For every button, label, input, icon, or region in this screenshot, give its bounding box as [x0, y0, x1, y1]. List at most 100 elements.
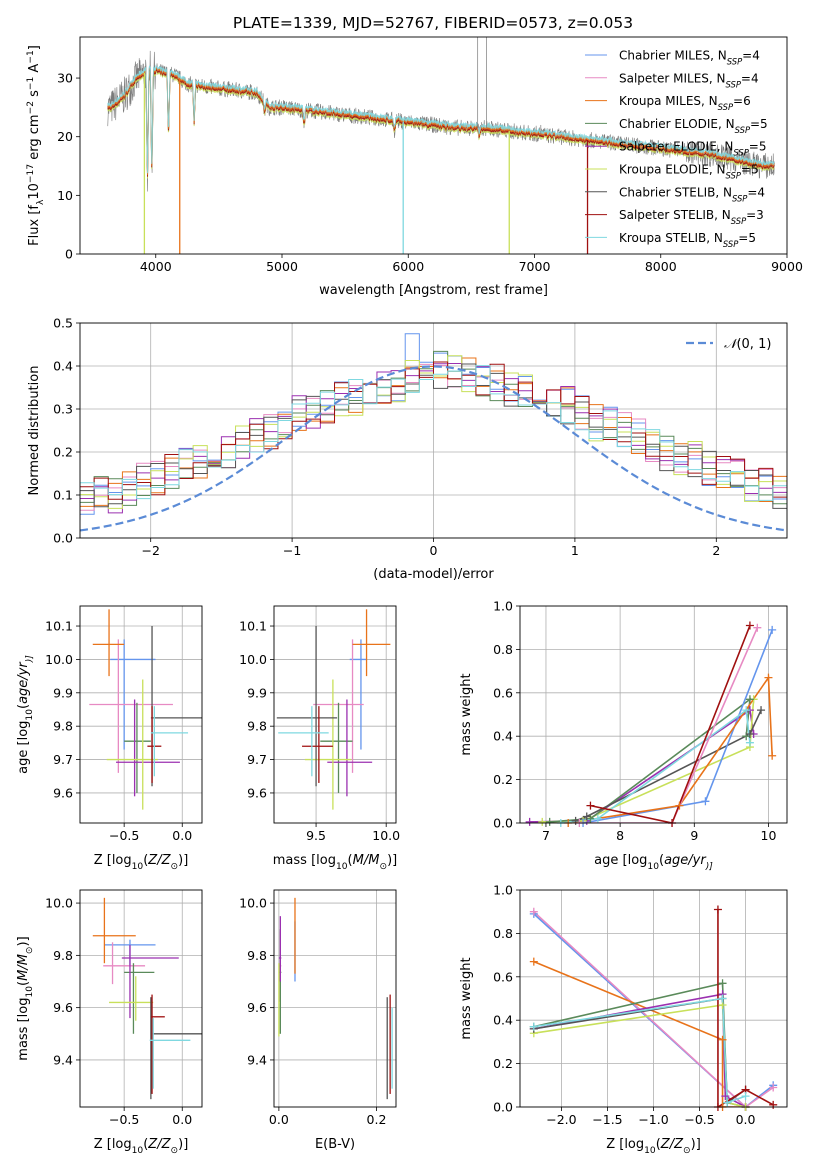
x-axis-label-part: 10	[336, 862, 348, 872]
spectrum-model-kroupa_stelib	[107, 64, 775, 174]
legend-label-kroupa_stelib-part: SSP	[723, 239, 739, 249]
x-axis-label-part: (	[659, 853, 664, 868]
y-axis-label-part: −2	[26, 101, 36, 114]
x-axis-label: Z [log10(Z/Z⊙)]	[94, 1137, 189, 1156]
y-tick-label: 30	[57, 71, 73, 86]
legend-label-salpeter_stelib-part: =3	[746, 208, 764, 222]
legend-label-salpeter_elodie-part: SSP	[733, 148, 749, 158]
y-axis-label-part: 10	[27, 183, 42, 200]
y-tick-label: 10.0	[239, 896, 267, 911]
legend-label-kroupa_miles-part: Kroupa MILES, N	[619, 94, 718, 108]
legend-label-chabrier_elodie-part: =5	[750, 117, 768, 131]
x-tick-label: 0.0	[736, 1112, 756, 1127]
point-marker-kroupa_elodie	[538, 817, 547, 826]
x-axis-label-part: ⊙	[379, 862, 387, 872]
legend-label-chabrier_miles-part: SSP	[727, 57, 743, 67]
y-tick-label: 0.2	[493, 1056, 513, 1071]
legend-label-salpeter_elodie-part: Salpeter ELODIE, N	[619, 140, 733, 154]
point-marker-kroupa_miles	[768, 751, 777, 760]
legend-label-normal-part: (0, 1)	[736, 337, 771, 352]
y-tick-label: 9.4	[53, 1052, 73, 1067]
y-tick-label: 9.8	[53, 948, 73, 963]
y-tick-label: 0.2	[493, 772, 513, 787]
y-tick-label: 9.6	[53, 785, 73, 800]
y-axis-label: Flux [fλ10−17 erg cm−2 s−1 A−1]	[26, 45, 46, 246]
x-axis-label-part: age/yr	[664, 853, 707, 868]
axes-frame	[519, 889, 788, 1108]
x-axis-label-part: M/M	[353, 853, 380, 868]
x-tick-label: 0.0	[172, 828, 192, 843]
point-marker-chabrier_stelib	[757, 706, 766, 715]
legend-label-kroupa_stelib-part: Kroupa STELIB, N	[619, 231, 723, 245]
x-tick-label: 9.5	[306, 828, 326, 843]
legend-label-normal: 𝒩(0, 1)	[724, 337, 771, 352]
legend-label-chabrier_elodie-part: Chabrier ELODIE, N	[619, 117, 735, 131]
y-tick-label: 9.4	[247, 1052, 267, 1067]
point-marker-chabrier_elodie	[718, 979, 727, 988]
x-axis-label-part: 10	[647, 862, 659, 872]
axes-frame	[273, 605, 397, 824]
y-axis-label-part: )]	[25, 655, 35, 664]
series-chabrier_stelib	[575, 709, 762, 822]
point-marker-kroupa_stelib	[718, 994, 727, 1003]
y-tick-label: 0.6	[493, 969, 513, 984]
x-axis-label-part: (	[656, 1137, 661, 1152]
point-marker-chabrier_elodie	[545, 817, 554, 826]
x-axis-label-part: ⊙	[171, 862, 179, 872]
series-salpeter_stelib	[590, 625, 751, 823]
axes-frame	[79, 322, 788, 539]
x-tick-label: 2	[712, 543, 720, 558]
legend-label-kroupa_stelib: Kroupa STELIB, NSSP=5	[619, 231, 756, 249]
y-tick-label: 10.1	[45, 619, 73, 634]
axes-frame	[273, 889, 397, 1108]
y-axis-label-part: λ	[36, 199, 46, 205]
x-tick-label: −1	[283, 543, 301, 558]
x-tick-label: −0.5	[109, 828, 139, 843]
legend-label-chabrier_stelib: Chabrier STELIB, NSSP=4	[619, 185, 765, 203]
y-axis-label-part: mass [log	[16, 998, 31, 1061]
series-chabrier_miles	[533, 913, 774, 1107]
x-tick-label: 9	[690, 828, 698, 843]
x-tick-label: 10.0	[372, 828, 400, 843]
histogram-salpeter_stelib	[80, 361, 787, 500]
x-tick-label: 7000	[519, 259, 551, 274]
legend-label-kroupa_miles-part: =6	[733, 94, 751, 108]
point-marker-kroupa_stelib	[742, 706, 751, 715]
y-tick-label: 9.6	[247, 785, 267, 800]
x-axis-label-part: 10	[132, 1146, 144, 1156]
x-axis-label: age [log10(age/yr)]	[594, 853, 713, 872]
y-tick-label: 0.4	[493, 1013, 513, 1028]
y-axis-label-part: erg cm	[27, 114, 42, 163]
x-tick-label: 1	[571, 543, 579, 558]
x-axis-label: E(B-V)	[315, 1137, 355, 1152]
panel-massweight_vs_Z: −2.0 −1.5 −1.0 −0.5 0.0 0.0 0.2 0.4 0.6 0.8 1.0 Z […	[459, 883, 788, 1156]
point-marker-chabrier_elodie	[745, 695, 754, 704]
y-tick-label: 1.0	[493, 599, 513, 614]
legend-label-kroupa_elodie-part: Kroupa ELODIE, N	[619, 163, 726, 177]
x-tick-label: 8	[616, 828, 624, 843]
legend-label-salpeter_elodie: Salpeter ELODIE, NSSP=5	[619, 140, 767, 158]
y-tick-label: 0.0	[53, 531, 73, 546]
x-axis-label: mass [log10(M/M⊙)]	[273, 853, 397, 872]
legend-label-salpeter_stelib-part: SSP	[731, 216, 747, 226]
axes-frame	[79, 36, 788, 255]
x-tick-label: −1.5	[592, 1112, 622, 1127]
x-axis-label-part: )]	[691, 1137, 701, 1152]
legend-label-salpeter_miles: Salpeter MILES, NSSP=4	[619, 71, 759, 89]
point-marker-kroupa_miles	[675, 801, 684, 810]
x-axis-label-part: )]	[705, 862, 714, 872]
x-tick-label: 0	[430, 543, 438, 558]
y-tick-label: 10.1	[239, 619, 267, 634]
axes-frame	[79, 889, 203, 1108]
point-marker-kroupa_stelib	[745, 738, 754, 747]
point-marker-chabrier_stelib	[745, 730, 754, 739]
legend-label-salpeter_miles-part: =4	[741, 71, 759, 85]
point-marker-chabrier_stelib	[582, 812, 591, 821]
histogram-kroupa_stelib	[80, 365, 787, 511]
x-tick-label: 8000	[645, 259, 677, 274]
point-marker-salpeter_stelib	[586, 801, 595, 810]
x-axis-label-part: )]	[387, 853, 397, 868]
y-tick-label: 9.9	[53, 685, 73, 700]
legend-label-chabrier_stelib-part: SSP	[732, 193, 748, 203]
